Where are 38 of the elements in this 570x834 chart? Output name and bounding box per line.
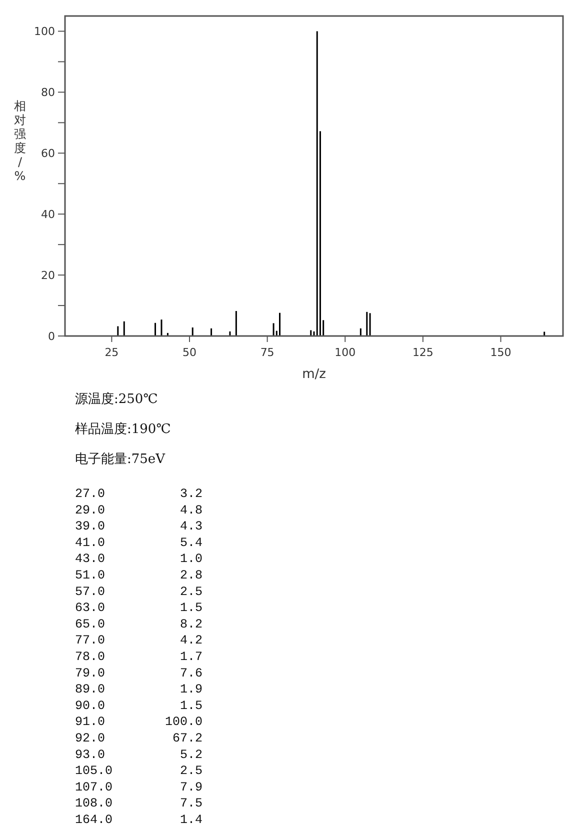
text: 77.0 4.2 (75, 634, 203, 648)
text: 51.0 2.8 (75, 568, 203, 582)
x-tick-label: 150 (490, 346, 512, 359)
text: 93.0 5.2 (75, 748, 203, 762)
text: 107.0 7.9 (75, 780, 203, 794)
text: 79.0 7.6 (75, 666, 203, 680)
y-tick-label: 60 (41, 147, 55, 160)
y-tick-label: 80 (41, 86, 55, 100)
text: 90.0 1.5 (75, 698, 203, 713)
text: 63.0 1.5 (75, 601, 203, 616)
text: 源温度:250℃ (75, 391, 158, 407)
y-tick-label: 100 (34, 25, 55, 38)
text: 89.0 1.9 (75, 682, 203, 697)
x-axis-title: m/z (302, 367, 326, 382)
text: 105.0 2.5 (75, 764, 203, 778)
x-tick-label: 50 (182, 346, 196, 359)
text: 65.0 8.2 (75, 617, 203, 632)
text: 91.0 100.0 (75, 715, 203, 730)
x-tick-label: 125 (412, 346, 434, 359)
x-tick-label: 75 (260, 346, 274, 359)
text: 电子能量:75eV (75, 452, 166, 467)
text: 29.0 4.8 (75, 503, 203, 518)
text: 27.0 3.2 (75, 487, 203, 501)
text: 164.0 1.4 (75, 813, 203, 827)
text: 39.0 4.3 (75, 520, 203, 534)
text: 57.0 2.5 (75, 584, 203, 599)
y-tick-label: 40 (41, 208, 55, 222)
text: 41.0 5.4 (75, 536, 203, 550)
x-tick-label: 100 (334, 346, 356, 359)
y-tick-label: 20 (41, 269, 55, 282)
y-tick-label: 0 (48, 330, 55, 343)
text: 108.0 7.5 (75, 796, 203, 811)
y-axis-title: 相对强度/% (14, 99, 26, 183)
text: 43.0 1.0 (75, 552, 203, 566)
text: 78.0 1.7 (75, 650, 203, 664)
text: 92.0 67.2 (75, 732, 203, 746)
text: 样品温度:190℃ (75, 421, 171, 437)
x-tick-label: 25 (104, 346, 119, 359)
